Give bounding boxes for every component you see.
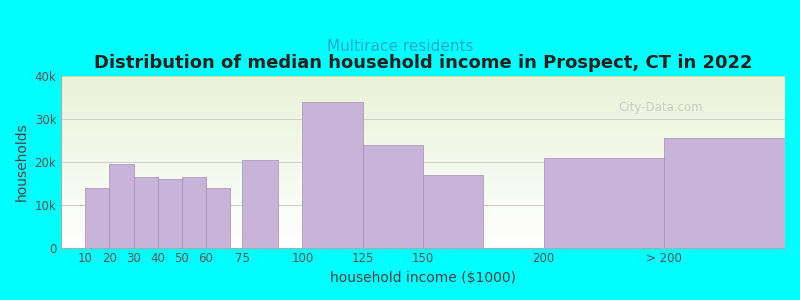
Title: Distribution of median household income in Prospect, CT in 2022: Distribution of median household income …	[94, 54, 752, 72]
Bar	[242, 160, 278, 248]
Bar	[110, 164, 134, 248]
Y-axis label: households: households	[15, 123, 29, 201]
Text: Multirace residents: Multirace residents	[326, 39, 474, 54]
Bar	[423, 175, 483, 247]
Bar	[664, 138, 785, 248]
Bar	[362, 145, 423, 248]
Bar	[134, 177, 158, 248]
Text: City-Data.com: City-Data.com	[618, 101, 703, 114]
Bar	[206, 188, 230, 248]
Bar	[86, 188, 110, 248]
Bar	[302, 102, 362, 248]
Bar	[158, 179, 182, 248]
Bar	[544, 158, 664, 248]
Bar	[182, 177, 206, 248]
X-axis label: household income ($1000): household income ($1000)	[330, 271, 516, 285]
